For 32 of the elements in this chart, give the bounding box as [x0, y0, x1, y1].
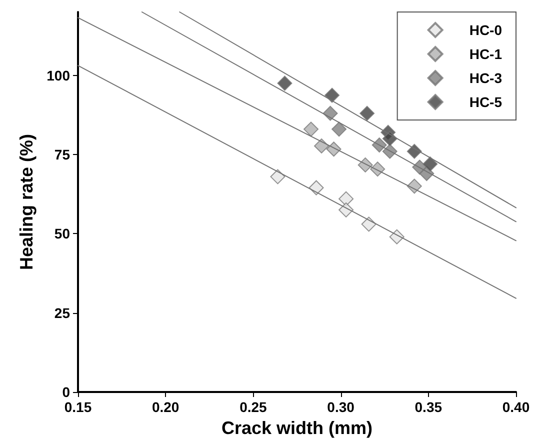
point: [332, 122, 347, 137]
point: [324, 88, 340, 103]
x-tick-label: 0.15: [64, 399, 92, 415]
point: [361, 216, 376, 232]
point: [314, 138, 330, 154]
x-tick-label: 0.35: [414, 399, 442, 415]
x-tick-label: 0.25: [240, 399, 268, 415]
legend-label: HC-5: [469, 94, 502, 110]
point: [304, 122, 319, 137]
point: [360, 106, 375, 121]
point: [308, 180, 324, 196]
point: [270, 169, 286, 184]
point: [382, 131, 398, 146]
y-tick-label: 75: [54, 146, 70, 162]
point: [422, 156, 438, 172]
point: [277, 76, 292, 91]
x-tick-label: 0.40: [502, 399, 530, 415]
point: [322, 106, 338, 121]
y-tick-label: 100: [46, 67, 70, 84]
y-axis-title: Healing rate (%): [16, 134, 37, 270]
y-tick-label: 50: [54, 226, 70, 242]
legend-label: HC-0: [469, 22, 502, 38]
legend-label: HC-3: [469, 70, 502, 86]
y-tick-label: 25: [54, 304, 70, 321]
legend-label: HC-1: [469, 46, 502, 62]
point: [358, 157, 373, 172]
x-tick-label: 0.30: [327, 399, 355, 415]
x-tick-label: 0.20: [152, 399, 180, 415]
x-axis-title: Crack width (mm): [221, 418, 373, 438]
point: [338, 191, 354, 206]
y-tick-label: 0: [62, 384, 70, 400]
point: [326, 142, 342, 157]
